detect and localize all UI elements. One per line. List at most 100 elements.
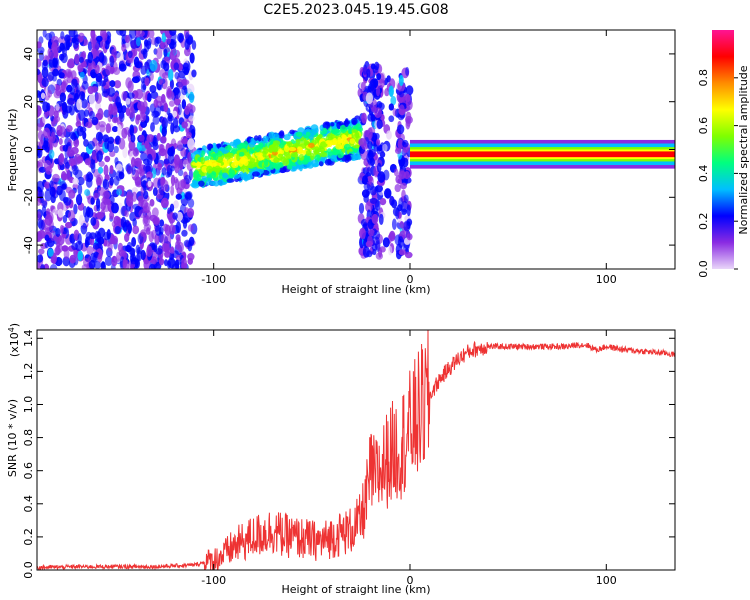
spectrogram-cell (285, 153, 292, 160)
spectrogram-cell (181, 99, 187, 110)
spectrogram-cell (103, 164, 109, 177)
spectrogram-cell (62, 79, 69, 86)
spectrogram-cell (109, 80, 116, 88)
spectrogram-cell (82, 38, 89, 46)
spectrogram-cell (132, 225, 140, 235)
spectrogram-cell (181, 229, 188, 237)
spectrogram-cell (118, 137, 126, 150)
spectrogram-cell (151, 242, 158, 251)
spectrogram-cell (286, 164, 293, 170)
spectrogram-cell (257, 154, 264, 161)
spectrogram-cell (118, 63, 127, 72)
spectrogram-cell (118, 111, 125, 123)
spectrogram-cell (146, 144, 152, 155)
spectrogram-cell (375, 138, 381, 146)
spectrogram-cell (363, 183, 371, 191)
spectrogram-cell (144, 61, 150, 68)
spectrogram-cell (107, 241, 113, 252)
spectrogram-cell (238, 151, 245, 157)
spectrogram-cell (58, 189, 66, 202)
spectrogram-cell (177, 103, 182, 116)
spectrogram-cell (362, 175, 368, 184)
spectrogram-cell (125, 194, 134, 207)
spectrogram-cell (163, 48, 168, 57)
spectrogram-cell (48, 149, 55, 159)
spectrogram-cell (372, 248, 377, 256)
spectrogram-cell (115, 170, 123, 182)
spectrogram-cell (134, 258, 140, 269)
spectrogram-cell (137, 101, 145, 112)
spectrogram-cell (81, 80, 89, 90)
spectrogram-cell (174, 178, 180, 191)
spectrogram-cell (365, 201, 373, 213)
spectrogram-cell (153, 216, 160, 227)
colorbar-label: Normalized spectral amplitude (737, 65, 750, 234)
spectrogram-cell (173, 125, 181, 133)
spectrogram-cell (78, 214, 84, 226)
spectrogram-cell (127, 223, 132, 234)
spectrogram-cell (139, 111, 147, 122)
spectrogram-cell (147, 180, 152, 188)
spectrogram-cell (143, 223, 152, 232)
spectrogram-cell (95, 92, 102, 104)
spectrogram-cell (249, 157, 256, 163)
spectrogram-cell (125, 34, 130, 44)
spectrogram-cell (127, 50, 133, 59)
spectrogram-cell (347, 129, 353, 135)
spectrogram-cell (75, 194, 83, 206)
spectrogram-cell (37, 180, 44, 193)
spectrogram-cell (186, 207, 195, 218)
spectrogram-cell (172, 110, 178, 118)
spectrogram-cell (115, 96, 121, 107)
spectrogram-cell (351, 129, 358, 134)
spectrogram-cell (341, 133, 346, 140)
spectrogram-cell (159, 40, 165, 49)
spectrogram-cell (367, 127, 373, 140)
spectrogram-cell (346, 155, 352, 162)
spectrogram-cell (233, 141, 240, 146)
spectrogram-cell (42, 59, 48, 67)
spectrogram-cell (48, 51, 55, 60)
spectrogram-cell (55, 227, 61, 238)
spectrogram-cell (388, 245, 393, 256)
spectrogram-cell (73, 30, 78, 38)
spectrogram-cell (379, 246, 386, 253)
spectrogram-cell (55, 103, 60, 111)
spectrogram-cell (37, 211, 41, 219)
spectrogram-cell (366, 68, 371, 78)
spectrogram-cell (133, 56, 140, 68)
spectrogram-cell (91, 86, 99, 93)
spectrogram-cell (374, 132, 380, 140)
spectrogram-cell (362, 64, 368, 75)
spectrogram-cell (295, 131, 303, 137)
spectrogram-cell (55, 84, 62, 97)
spectrogram-cell (157, 162, 163, 171)
spectrogram-cell (80, 98, 88, 109)
spectrogram-cell (61, 173, 68, 181)
spectrogram-cell (109, 150, 116, 157)
spectrogram-cell (372, 65, 379, 74)
spectrogram-cell (189, 52, 195, 64)
spectrogram-cell (319, 151, 328, 158)
spectrogram-cell (177, 140, 183, 150)
spectrogram-cell (352, 147, 358, 153)
spectrogram-cell (128, 140, 136, 151)
spectrogram-cell (134, 176, 142, 186)
spectrogram-cell (104, 256, 113, 267)
spectrogram-cell (95, 174, 104, 185)
spectrogram-cell (311, 159, 319, 168)
spectrogram-cell (305, 131, 311, 137)
spectrogram-cell (222, 172, 229, 179)
spectrogram-cell (98, 160, 105, 167)
spectrogram-cell (181, 79, 190, 86)
spectrogram-cell (103, 198, 112, 206)
spectrogram-cell (395, 174, 402, 184)
spectrogram-cell (138, 134, 145, 142)
spectrogram-cell (96, 150, 103, 162)
spectrogram-y-tick-label: 20 (22, 95, 35, 109)
spectrogram-cell (48, 212, 54, 223)
spectrogram-cell (393, 168, 399, 177)
spectrogram-cell (61, 101, 68, 113)
spectrogram-cell (376, 73, 382, 81)
spectrogram-cell (97, 166, 104, 174)
